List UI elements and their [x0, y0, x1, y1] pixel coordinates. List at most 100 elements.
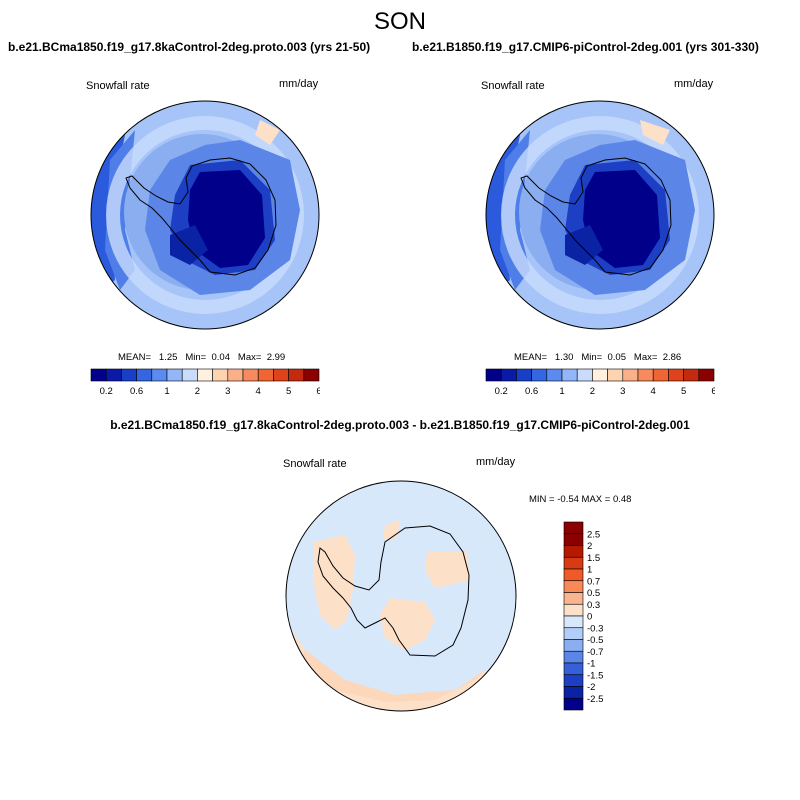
- panel1-max-value: 2.99: [266, 352, 286, 363]
- panel1-mean-label: MEAN=: [118, 352, 151, 363]
- difference-colorbar-swatch: [563, 674, 584, 687]
- panel1-colorbar-swatch: [227, 368, 244, 382]
- panel1-max-label: Max=: [237, 352, 262, 363]
- panel1-colorbar-tick-label: 0.2: [100, 386, 113, 397]
- difference-colorbar-tick-label: 1.5: [587, 553, 600, 564]
- panel1-colorbar-swatch: [105, 368, 122, 382]
- panel1-colorbar-swatch: [151, 368, 168, 382]
- panel1-colorbar-swatch: [90, 368, 107, 382]
- panel1-stats: MEAN= 1.25 Min= 0.04 Max= 2.99: [118, 352, 285, 363]
- panel1-colorbar-tick-label: 6: [316, 386, 320, 397]
- panel2-units-label: mm/day: [674, 78, 714, 90]
- panel2-colorbar-swatch: [531, 368, 548, 382]
- panel1-run-title: b.e21.BCma1850.f19_g17.8kaControl-2deg.p…: [8, 40, 371, 54]
- panel1-colorbar-swatch: [136, 368, 153, 382]
- difference-colorbar-tick-label: 0.5: [587, 588, 600, 599]
- panel2-colorbar-tick-label: 3: [620, 386, 625, 397]
- panel2-colorbar-tick-label: 2: [590, 386, 595, 397]
- difference-colorbar-swatch: [563, 545, 584, 558]
- panel2-mean-label: MEAN=: [514, 352, 547, 363]
- panel1-colorbar-swatch: [166, 368, 183, 382]
- panel1-colorbar-swatch: [257, 368, 274, 382]
- difference-colorbar-tick-label: 0.3: [587, 600, 600, 611]
- difference-colorbar-tick-label: -1.5: [587, 670, 603, 681]
- panel1-colorbar-tick-label: 3: [225, 386, 230, 397]
- difference-max-value: 0.48: [612, 494, 632, 505]
- difference-colorbar-tick-label: 0.7: [587, 576, 600, 587]
- panel2-colorbar-swatch: [561, 368, 578, 382]
- difference-polar-map: [285, 480, 517, 712]
- panel2-colorbar-swatch: [485, 368, 502, 382]
- panel2-colorbar-swatch: [622, 368, 639, 382]
- difference-colorbar-swatch: [563, 627, 584, 640]
- panel1-min-value: 0.04: [211, 352, 230, 363]
- panel2-colorbar-swatch: [546, 368, 563, 382]
- difference-colorbar-tick-label: -0.7: [587, 647, 603, 658]
- panel2-max-value: 2.86: [662, 352, 682, 363]
- panel1-colorbar-swatch: [288, 368, 305, 382]
- difference-colorbar-swatch: [563, 615, 584, 629]
- difference-colorbar-swatch: [563, 697, 584, 711]
- difference-colorbar-swatch: [563, 686, 584, 699]
- difference-colorbar-tick-label: -2: [587, 682, 595, 693]
- panel2-polar-map: [485, 100, 715, 330]
- panel2-colorbar-swatch: [516, 368, 532, 382]
- panel2-colorbar-swatch: [500, 368, 517, 382]
- panel2-colorbar-tick-label: 4: [651, 386, 656, 397]
- difference-colorbar-swatch: [563, 556, 584, 570]
- panel1-colorbar-tick-label: 5: [286, 386, 291, 397]
- panel2-colorbar-swatch: [652, 368, 669, 382]
- panel1-colorbar: 0.2 0.6 1 2 3 4 5 6: [90, 368, 320, 397]
- difference-colorbar-swatch: [563, 639, 584, 652]
- difference-colorbar-tick-label: 2.5: [587, 529, 600, 540]
- panel1-colorbar-swatch: [197, 368, 213, 382]
- difference-colorbar-swatch: [563, 521, 584, 535]
- difference-max-label: MAX =: [581, 494, 611, 505]
- difference-units-label: mm/day: [476, 456, 516, 468]
- difference-min-label: MIN =: [529, 494, 555, 505]
- difference-stats: MIN = -0.54 MAX = 0.48: [529, 494, 631, 505]
- panel2-colorbar-swatch: [592, 368, 608, 382]
- difference-variable-label: Snowfall rate: [283, 458, 347, 470]
- difference-colorbar: 2.521.510.70.50.30-0.3-0.5-0.7-1-1.5-2-2…: [563, 521, 603, 711]
- panel2-colorbar-tick-label: 6: [711, 386, 715, 397]
- panel1-colorbar-swatch: [303, 368, 320, 382]
- difference-min-value: -0.54: [557, 494, 579, 505]
- panel1-colorbar-swatch: [212, 368, 229, 382]
- difference-colorbar-tick-label: -0.3: [587, 623, 603, 634]
- panel1-colorbar-tick-label: 4: [256, 386, 261, 397]
- difference-colorbar-tick-label: 0: [587, 612, 592, 623]
- panel2-run-title: b.e21.B1850.f19_g17.CMIP6-piControl-2deg…: [412, 40, 759, 54]
- difference-colorbar-swatch: [563, 580, 584, 593]
- panel1-variable-label: Snowfall rate: [86, 80, 150, 92]
- panel2-variable-label: Snowfall rate: [481, 80, 545, 92]
- panel2-mean-value: 1.30: [554, 352, 574, 363]
- difference-colorbar-swatch: [563, 592, 584, 605]
- panel2-colorbar-swatch: [683, 368, 700, 382]
- season-title: SON: [373, 8, 426, 35]
- difference-colorbar-tick-label: 2: [587, 541, 592, 552]
- difference-colorbar-tick-label: 1: [587, 565, 592, 576]
- difference-colorbar-tick-label: -0.5: [587, 635, 603, 646]
- difference-colorbar-swatch: [563, 568, 584, 582]
- panel2-colorbar: 0.2 0.6 1 2 3 4 5 6: [485, 368, 715, 397]
- difference-colorbar-tick-label: -1: [587, 659, 595, 670]
- panel1-colorbar-swatch: [121, 368, 137, 382]
- panel1-colorbar-tick-label: 2: [195, 386, 200, 397]
- panel2-colorbar-tick-label: 0.6: [525, 386, 538, 397]
- panel2-max-label: Max=: [633, 352, 658, 363]
- panel1-polar-map: [90, 100, 320, 330]
- difference-colorbar-swatch: [563, 603, 584, 617]
- panel1-colorbar-swatch: [181, 368, 198, 382]
- panel2-min-value: 0.05: [607, 352, 626, 363]
- panel2-stats: MEAN= 1.30 Min= 0.05 Max= 2.86: [514, 352, 681, 363]
- panel2-min-label: Min=: [581, 352, 603, 363]
- panel2-colorbar-swatch: [637, 368, 654, 382]
- panel2-colorbar-tick-label: 0.2: [495, 386, 508, 397]
- panel1-colorbar-tick-label: 0.6: [130, 386, 143, 397]
- panel2-colorbar-swatch: [698, 368, 715, 382]
- panel1-mean-value: 1.25: [158, 352, 178, 363]
- difference-colorbar-tick-label: -2.5: [587, 694, 603, 705]
- difference-colorbar-swatch: [563, 650, 584, 664]
- difference-run-title: b.e21.BCma1850.f19_g17.8kaControl-2deg.p…: [110, 418, 690, 432]
